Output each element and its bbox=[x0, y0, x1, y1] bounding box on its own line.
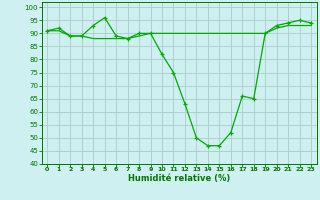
X-axis label: Humidité relative (%): Humidité relative (%) bbox=[128, 174, 230, 183]
